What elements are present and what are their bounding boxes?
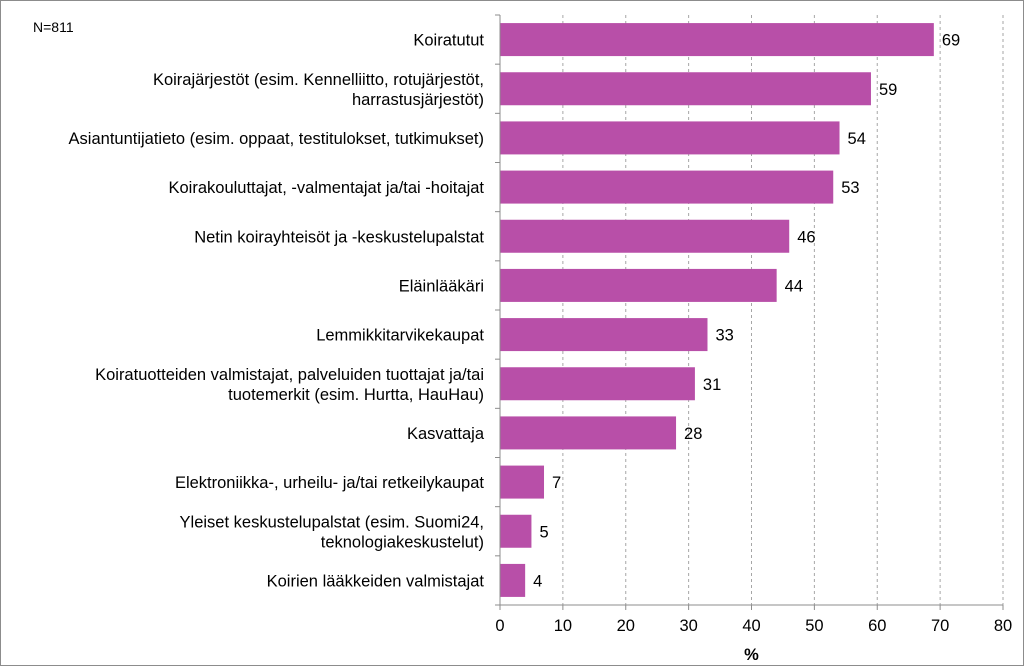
value-label: 54 <box>848 130 866 148</box>
value-label: 46 <box>797 228 815 246</box>
value-label: 7 <box>552 474 561 492</box>
x-tick-label: 40 <box>742 617 760 635</box>
bar <box>500 268 777 302</box>
category-label: Eläinlääkäri <box>399 277 484 295</box>
x-axis-title: % <box>744 646 759 664</box>
value-label: 33 <box>715 327 733 345</box>
value-label: 59 <box>879 81 897 99</box>
bar <box>500 23 934 57</box>
category-label: Koirien lääkkeiden valmistajat <box>267 572 485 590</box>
category-label: Koirajärjestöt (esim. Kennelliitto, rotu… <box>153 71 484 109</box>
x-tick-label: 10 <box>554 617 572 635</box>
category-label: Elektroniikka-, urheilu- ja/tai retkeily… <box>175 474 484 492</box>
value-label: 53 <box>841 179 859 197</box>
category-label: Koirakouluttajat, -valmentajat ja/tai -h… <box>169 179 485 197</box>
category-label: Kasvattaja <box>407 425 485 443</box>
value-label: 28 <box>684 425 702 443</box>
value-label: 4 <box>533 572 542 590</box>
bar <box>500 219 790 253</box>
sample-size-note: N=811 <box>33 19 74 35</box>
bar <box>500 367 695 401</box>
value-label: 5 <box>539 523 548 541</box>
category-label: Koiratuotteiden valmistajat, palveluiden… <box>95 366 484 404</box>
x-tick-label: 80 <box>994 617 1012 635</box>
value-label: 44 <box>785 277 803 295</box>
category-label: Netin koirayhteisöt ja -keskustelupalsta… <box>194 228 484 246</box>
value-label: 69 <box>942 32 960 50</box>
bar <box>500 170 834 204</box>
category-label: Yleiset keskustelupalstat (esim. Suomi24… <box>180 513 484 551</box>
x-tick-label: 30 <box>679 617 697 635</box>
bar <box>500 514 532 548</box>
category-label: Asiantuntijatieto (esim. oppaat, testitu… <box>69 130 484 148</box>
bar <box>500 121 840 155</box>
bar <box>500 465 545 499</box>
x-tick-label: 0 <box>495 617 504 635</box>
bar <box>500 318 708 352</box>
x-tick-label: 50 <box>805 617 823 635</box>
x-tick-label: 60 <box>868 617 886 635</box>
value-label: 31 <box>703 376 721 394</box>
x-tick-label: 70 <box>931 617 949 635</box>
bar <box>500 416 677 450</box>
bar <box>500 72 871 106</box>
category-label: Koiratutut <box>413 32 484 50</box>
category-label: Lemmikkitarvikekaupat <box>316 327 484 345</box>
bar <box>500 563 526 597</box>
x-tick-label: 20 <box>617 617 635 635</box>
